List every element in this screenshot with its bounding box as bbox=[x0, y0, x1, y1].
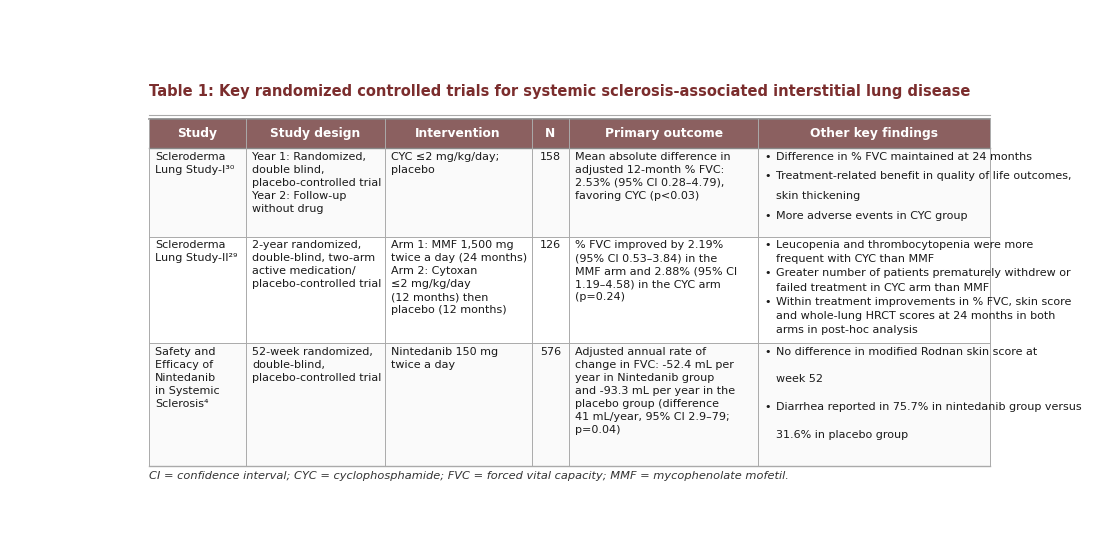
Text: Nintedanib 150 mg
twice a day: Nintedanib 150 mg twice a day bbox=[391, 347, 498, 370]
Text: •: • bbox=[764, 347, 771, 357]
Text: •: • bbox=[764, 240, 771, 250]
Text: Difference in % FVC maintained at 24 months: Difference in % FVC maintained at 24 mon… bbox=[775, 152, 1032, 162]
Text: 52-week randomized,
double-blind,
placebo-controlled trial: 52-week randomized, double-blind, placeb… bbox=[252, 347, 381, 383]
Text: Diarrhea reported in 75.7% in nintedanib group versus: Diarrhea reported in 75.7% in nintedanib… bbox=[775, 402, 1081, 412]
Text: Other key findings: Other key findings bbox=[810, 127, 938, 140]
Text: 31.6% in placebo group: 31.6% in placebo group bbox=[775, 430, 908, 440]
Text: failed treatment in CYC arm than MMF: failed treatment in CYC arm than MMF bbox=[775, 283, 989, 292]
Text: frequent with CYC than MMF: frequent with CYC than MMF bbox=[775, 254, 934, 264]
Text: Scleroderma
Lung Study-II²⁹: Scleroderma Lung Study-II²⁹ bbox=[156, 240, 238, 263]
Text: Primary outcome: Primary outcome bbox=[604, 127, 723, 140]
Bar bbox=[149, 119, 990, 148]
Text: N: N bbox=[546, 127, 556, 140]
Text: •: • bbox=[764, 171, 771, 181]
Text: Leucopenia and thrombocytopenia were more: Leucopenia and thrombocytopenia were mor… bbox=[775, 240, 1033, 250]
Text: Greater number of patients prematurely withdrew or: Greater number of patients prematurely w… bbox=[775, 268, 1070, 278]
Text: skin thickening: skin thickening bbox=[775, 192, 860, 201]
Text: Within treatment improvements in % FVC, skin score: Within treatment improvements in % FVC, … bbox=[775, 297, 1071, 307]
Text: Scleroderma
Lung Study-I³⁰: Scleroderma Lung Study-I³⁰ bbox=[156, 152, 234, 175]
Text: Arm 1: MMF 1,500 mg
twice a day (24 months)
Arm 2: Cytoxan
≤2 mg/kg/day
(12 mont: Arm 1: MMF 1,500 mg twice a day (24 mont… bbox=[391, 240, 527, 315]
Text: More adverse events in CYC group: More adverse events in CYC group bbox=[775, 211, 968, 221]
Text: Mean absolute difference in
adjusted 12-month % FVC:
2.53% (95% CI 0.28–4.79),
f: Mean absolute difference in adjusted 12-… bbox=[575, 152, 731, 201]
Text: •: • bbox=[764, 211, 771, 221]
Text: •: • bbox=[764, 152, 771, 162]
Text: CI = confidence interval; CYC = cyclophosphamide; FVC = forced vital capacity; M: CI = confidence interval; CYC = cyclopho… bbox=[149, 471, 789, 481]
Text: Intervention: Intervention bbox=[416, 127, 501, 140]
Text: •: • bbox=[764, 402, 771, 412]
Text: 158: 158 bbox=[540, 152, 561, 162]
Text: Safety and
Efficacy of
Nintedanib
in Systemic
Sclerosis⁴: Safety and Efficacy of Nintedanib in Sys… bbox=[156, 347, 220, 409]
Text: week 52: week 52 bbox=[775, 375, 822, 385]
Text: Table 1: Key randomized controlled trials for systemic sclerosis-associated inte: Table 1: Key randomized controlled trial… bbox=[149, 85, 971, 100]
Text: Treatment-related benefit in quality of life outcomes,: Treatment-related benefit in quality of … bbox=[775, 171, 1071, 181]
Text: CYC ≤2 mg/kg/day;
placebo: CYC ≤2 mg/kg/day; placebo bbox=[391, 152, 499, 175]
Bar bbox=[149, 148, 990, 237]
Text: arms in post-hoc analysis: arms in post-hoc analysis bbox=[775, 325, 918, 335]
Text: 126: 126 bbox=[540, 240, 561, 250]
Text: 576: 576 bbox=[540, 347, 561, 357]
Text: No difference in modified Rodnan skin score at: No difference in modified Rodnan skin sc… bbox=[775, 347, 1037, 357]
Text: Study: Study bbox=[178, 127, 218, 140]
Text: and whole-lung HRCT scores at 24 months in both: and whole-lung HRCT scores at 24 months … bbox=[775, 311, 1055, 321]
Text: % FVC improved by 2.19%
(95% CI 0.53–3.84) in the
MMF arm and 2.88% (95% CI
1.19: % FVC improved by 2.19% (95% CI 0.53–3.8… bbox=[575, 240, 738, 302]
Text: 2-year randomized,
double-blind, two-arm
active medication/
placebo-controlled t: 2-year randomized, double-blind, two-arm… bbox=[252, 240, 381, 290]
Bar bbox=[149, 237, 990, 343]
Text: Year 1: Randomized,
double blind,
placebo-controlled trial
Year 2: Follow-up
wit: Year 1: Randomized, double blind, placeb… bbox=[252, 152, 381, 214]
Text: •: • bbox=[764, 297, 771, 307]
Bar bbox=[149, 343, 990, 466]
Text: •: • bbox=[764, 268, 771, 278]
Text: Adjusted annual rate of
change in FVC: -52.4 mL per
year in Nintedanib group
and: Adjusted annual rate of change in FVC: -… bbox=[575, 347, 735, 435]
Text: Study design: Study design bbox=[270, 127, 360, 140]
